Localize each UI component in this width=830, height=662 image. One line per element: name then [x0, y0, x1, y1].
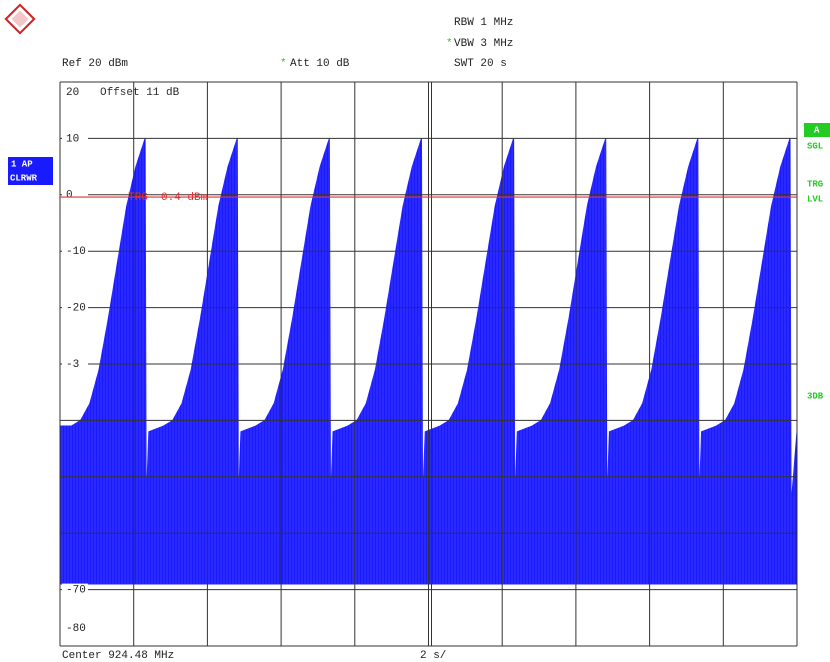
y-tick-bg	[62, 358, 88, 370]
y-tick-bg	[62, 622, 88, 634]
y-tick-label: -20	[66, 303, 86, 315]
y-tick-label: 20	[66, 87, 79, 99]
side-label: SGL	[807, 141, 823, 151]
att-mark: *	[280, 58, 287, 70]
offset: Offset 11 dB	[100, 87, 180, 99]
logo	[4, 3, 36, 35]
center: Center 924.48 MHz	[62, 650, 174, 662]
y-tick-bg	[62, 245, 88, 258]
span: 2 s/	[420, 650, 446, 662]
y-tick-bg	[62, 301, 88, 314]
trace-label: 1 AP	[11, 159, 33, 169]
rbw: RBW 1 MHz	[454, 17, 513, 29]
y-tick-label: 0	[66, 190, 73, 202]
side-label: LVL	[807, 194, 823, 204]
vbw-mark: *	[446, 38, 453, 50]
trigger-label: TRG -0.4 dBm	[128, 192, 208, 204]
swt: SWT 20 s	[454, 58, 507, 70]
side-label: 3DB	[807, 391, 824, 401]
trace-label: CLRWR	[10, 173, 38, 183]
att: Att 10 dB	[290, 58, 350, 70]
trace	[59, 138, 798, 585]
y-tick-label: 10	[66, 133, 79, 145]
y-tick-bg	[62, 86, 88, 98]
trace-box	[8, 157, 53, 185]
side-label: A	[814, 125, 820, 135]
y-tick-bg	[62, 132, 88, 145]
ref: Ref 20 dBm	[62, 58, 128, 70]
side-label: TRG	[807, 179, 823, 189]
y-tick-bg	[62, 583, 88, 596]
y-tick-label: -3	[66, 359, 79, 371]
y-tick-label: -70	[66, 585, 86, 597]
y-tick-label: -10	[66, 246, 86, 258]
y-tick-label: -80	[66, 623, 86, 635]
y-tick-bg	[62, 188, 88, 201]
side-box	[804, 123, 830, 137]
vbw: VBW 3 MHz	[454, 38, 513, 50]
